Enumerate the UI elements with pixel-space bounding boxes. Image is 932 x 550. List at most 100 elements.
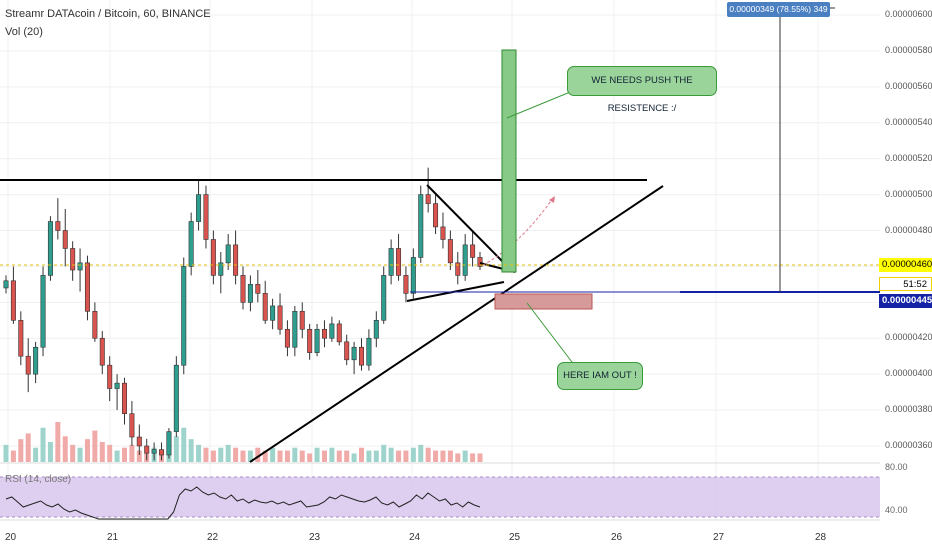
volume-bar	[329, 447, 335, 462]
candle-body	[418, 194, 424, 258]
callout-pointer-top	[506, 89, 576, 119]
candle-body	[381, 275, 387, 321]
candle-body	[210, 239, 216, 276]
candle-body	[70, 248, 76, 271]
volume-bar	[210, 450, 216, 462]
volume-bar	[225, 444, 231, 462]
date-tick-label: 22	[207, 532, 219, 543]
volume-bar	[477, 453, 483, 462]
date-tick-label: 26	[611, 532, 623, 543]
volume-bar	[129, 444, 135, 462]
candle-body	[284, 328, 290, 348]
price-tick-label: 0.00000600	[885, 9, 932, 19]
price-tick-label: 0.00000420	[885, 332, 932, 343]
candle-body	[151, 449, 157, 454]
volume-bar	[381, 444, 387, 462]
volume-bar	[307, 453, 313, 462]
volume-bar	[107, 444, 113, 462]
candlesticks	[3, 167, 483, 461]
volume-bar	[114, 450, 120, 462]
breakout-target-box	[501, 49, 517, 273]
date-tick-label: 27	[713, 532, 725, 543]
measurement-label: 0.00000349 (78.55%) 349	[727, 2, 830, 17]
candle-body	[25, 355, 31, 375]
volume-bar	[173, 436, 179, 462]
volume-bar	[314, 447, 320, 462]
price-tick-label: 0.00000540	[885, 116, 932, 127]
volume-bar	[440, 450, 446, 462]
candle-body	[18, 319, 24, 357]
volume-bar	[403, 450, 409, 462]
date-tick-label: 20	[5, 532, 17, 543]
candle-body	[122, 382, 128, 414]
volume-bar	[240, 450, 246, 462]
chart-symbol-title: Streamr DATAcoin / Bitcoin, 60, BINANCE	[5, 8, 211, 20]
candle-body	[40, 275, 46, 348]
candle-body	[396, 248, 402, 276]
candle-body	[344, 341, 350, 361]
volume-bar	[92, 430, 98, 462]
candle-body	[447, 239, 453, 264]
volume-bar	[351, 453, 357, 462]
volume-bar	[388, 447, 394, 462]
volume-bars	[3, 422, 483, 462]
volume-bar	[3, 444, 9, 462]
candle-body	[314, 328, 320, 353]
candle-body	[425, 194, 431, 204]
volume-bar	[270, 447, 276, 462]
candle-body	[173, 364, 179, 432]
candle-body	[433, 203, 439, 228]
candle-body	[277, 305, 283, 330]
volume-bar	[373, 450, 379, 462]
candle-body	[181, 266, 187, 366]
volume-bar	[33, 447, 39, 462]
candle-body	[218, 262, 224, 276]
candle-body	[336, 323, 342, 343]
candle-body	[455, 262, 461, 276]
projection-curve	[482, 197, 554, 266]
volume-bar	[77, 447, 83, 462]
candle-body	[307, 328, 313, 353]
volume-bar	[433, 450, 439, 462]
candle-body	[99, 337, 105, 366]
candle-body	[470, 244, 476, 258]
candle-body	[107, 364, 113, 389]
candle-body	[255, 284, 261, 294]
volume-bar	[18, 439, 24, 462]
volume-bar	[299, 450, 305, 462]
candle-body	[373, 319, 379, 339]
projection-arrow	[549, 196, 555, 203]
date-tick-label: 23	[309, 532, 321, 543]
candle-body	[47, 221, 53, 276]
volume-bar	[218, 447, 224, 462]
volume-bar	[462, 450, 468, 462]
volume-bar	[122, 447, 127, 462]
candle-body	[321, 328, 327, 339]
candle-body	[440, 226, 446, 240]
volume-bar	[344, 450, 350, 462]
candle-body	[188, 221, 194, 267]
candle-body	[55, 221, 61, 231]
volume-bar	[262, 450, 268, 462]
volume-bar	[396, 450, 402, 462]
candle-body	[403, 275, 409, 294]
triangle-upper-line	[426, 184, 505, 264]
volume-bar	[47, 442, 53, 462]
candle-body	[166, 431, 172, 456]
date-tick-label: 28	[815, 532, 827, 543]
candle-body	[299, 311, 305, 330]
volume-bar	[25, 433, 31, 462]
candle-body	[366, 337, 372, 366]
candle-body	[3, 280, 9, 289]
volume-bar	[181, 427, 187, 462]
volume-bar	[359, 447, 364, 462]
candle-body	[62, 230, 68, 249]
volume-bar	[455, 453, 461, 462]
volume-bar	[447, 450, 453, 462]
candle-body	[33, 346, 39, 375]
candle-body	[351, 346, 357, 361]
candle-body	[477, 257, 483, 267]
price-tick-label: 0.00000580	[885, 44, 932, 55]
candle-body	[292, 311, 298, 348]
